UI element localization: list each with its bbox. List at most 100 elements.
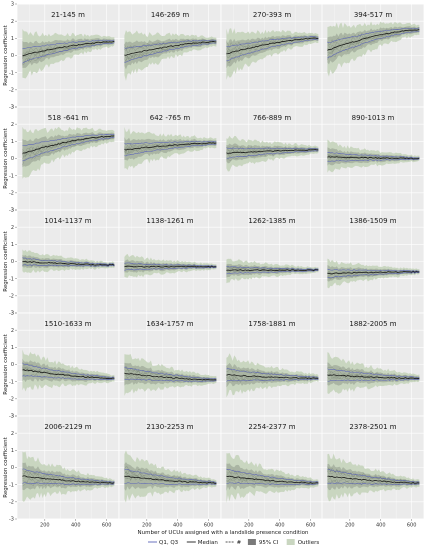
x-tick-label: 600 bbox=[407, 523, 417, 529]
panel-title: 394-517 m bbox=[354, 11, 392, 19]
y-tick-label: -1 bbox=[9, 70, 14, 76]
trace-line bbox=[327, 479, 420, 486]
x-tick-label: 200 bbox=[142, 523, 152, 529]
trace-line bbox=[124, 40, 217, 53]
y-axis-label: Regression coefficient bbox=[3, 127, 9, 188]
q3-line bbox=[226, 36, 319, 48]
trace-line bbox=[327, 369, 420, 379]
y-tick-label: -1 bbox=[9, 482, 14, 488]
median-line bbox=[327, 29, 420, 51]
panel-11: 1262-1385 m bbox=[220, 209, 324, 314]
y-tick-label: -3 bbox=[9, 105, 14, 111]
ci-band bbox=[327, 265, 420, 282]
trace-line bbox=[226, 473, 319, 484]
panel-13: 1510-1633 m -3 -2 -1 0 1 2 3 Regression coeffici… bbox=[3, 311, 120, 420]
q3-line bbox=[22, 133, 115, 147]
legend: Q1, Q3 Median #95% CI Outliers bbox=[148, 539, 319, 546]
q3-line bbox=[327, 152, 420, 159]
trace-line bbox=[327, 28, 420, 50]
x-tick-label: 400 bbox=[71, 523, 81, 529]
y-tick-label: 3 bbox=[11, 311, 14, 317]
panel-19: 2254-2377 m 200 400 600 bbox=[220, 415, 324, 529]
trace-line bbox=[22, 362, 115, 378]
panel-8: 890-1013 m bbox=[321, 106, 425, 211]
panel-14: 1634-1757 m bbox=[118, 312, 222, 417]
panel-title: 2130-2253 m bbox=[146, 423, 193, 431]
x-tick-label: 600 bbox=[204, 523, 214, 529]
q3-line bbox=[22, 39, 115, 50]
y-tick-label: 2 bbox=[11, 122, 14, 128]
trace-line bbox=[22, 136, 115, 160]
panel-title: 642 -765 m bbox=[150, 114, 191, 122]
q3-line bbox=[226, 468, 319, 483]
legend-label-95-ci: 95% CI bbox=[259, 540, 279, 546]
trace-line bbox=[124, 42, 217, 62]
y-tick-label: 3 bbox=[11, 414, 14, 420]
q1-line bbox=[226, 378, 319, 382]
trace-line bbox=[226, 35, 319, 49]
y-tick-label: 1 bbox=[11, 448, 14, 454]
x-axis-label: Number of UCUs assigned with a landslide… bbox=[138, 530, 309, 536]
median-line bbox=[327, 156, 420, 160]
panel-title: 146-269 m bbox=[151, 11, 189, 19]
panel-2: 146-269 m bbox=[118, 3, 222, 108]
q1-line bbox=[124, 42, 217, 63]
trace-line bbox=[22, 41, 115, 60]
panel-title: 270-393 m bbox=[253, 11, 291, 19]
y-tick-label: -1 bbox=[9, 173, 14, 179]
panel-title: 518 -641 m bbox=[48, 114, 89, 122]
trace-line bbox=[226, 149, 319, 158]
trace-line bbox=[22, 470, 115, 483]
q3-line bbox=[124, 39, 217, 49]
panel-title: 1634-1757 m bbox=[146, 320, 193, 328]
panel-title: 766-889 m bbox=[253, 114, 291, 122]
trace-line bbox=[226, 36, 319, 52]
q3-line bbox=[124, 366, 217, 380]
panel-7: 766-889 m bbox=[220, 106, 324, 211]
trace-line bbox=[327, 375, 420, 381]
trace-line bbox=[124, 474, 217, 485]
median-line bbox=[22, 40, 115, 57]
trace-line bbox=[124, 374, 217, 382]
panel-16: 1882-2005 m bbox=[321, 312, 425, 417]
q3-line bbox=[327, 468, 420, 483]
legend-label-hash: # bbox=[237, 540, 242, 546]
median-line bbox=[226, 374, 319, 380]
q1-line bbox=[226, 150, 319, 159]
y-tick-label: -2 bbox=[9, 500, 14, 506]
q1-line bbox=[22, 42, 115, 64]
ci-band bbox=[226, 362, 319, 388]
legend-label-q1-q3: Q1, Q3 bbox=[159, 540, 179, 546]
trace-line bbox=[327, 158, 420, 162]
y-tick-label: -3 bbox=[9, 517, 14, 523]
trace-line bbox=[327, 366, 420, 378]
panel-title: 1510-1633 m bbox=[44, 320, 91, 328]
y-tick-label: 0 bbox=[11, 465, 14, 471]
y-tick-label: -1 bbox=[9, 379, 14, 385]
median-line bbox=[327, 475, 420, 484]
q1-line bbox=[124, 482, 217, 486]
x-tick-label: 400 bbox=[173, 523, 183, 529]
y-tick-label: 2 bbox=[11, 19, 14, 25]
y-tick-label: 1 bbox=[11, 139, 14, 145]
y-tick-label: -3 bbox=[9, 414, 14, 420]
y-axis-label: Regression coefficient bbox=[3, 230, 9, 291]
y-tick-label: -2 bbox=[9, 191, 14, 197]
y-tick-label: 2 bbox=[11, 328, 14, 334]
panel-title: 1014-1137 m bbox=[44, 217, 91, 225]
q1-line bbox=[327, 158, 420, 162]
panel-1: 21-145 m -3 -2 -1 0 1 2 3 Regression coefficient bbox=[3, 2, 120, 111]
q3-line bbox=[124, 468, 217, 483]
trace-line bbox=[226, 148, 319, 153]
legend-swatch-outliers bbox=[286, 539, 295, 545]
trace-line bbox=[124, 39, 217, 50]
q1-line bbox=[22, 264, 115, 267]
panel-9: 1014-1137 m -3 -2 -1 0 1 2 3 Regression coeffici… bbox=[3, 208, 120, 317]
q1-line bbox=[22, 137, 115, 162]
y-tick-label: 0 bbox=[11, 362, 14, 368]
trace-line bbox=[226, 378, 319, 383]
q1-line bbox=[226, 482, 319, 486]
q1-line bbox=[327, 30, 420, 59]
y-tick-label: 0 bbox=[11, 156, 14, 162]
